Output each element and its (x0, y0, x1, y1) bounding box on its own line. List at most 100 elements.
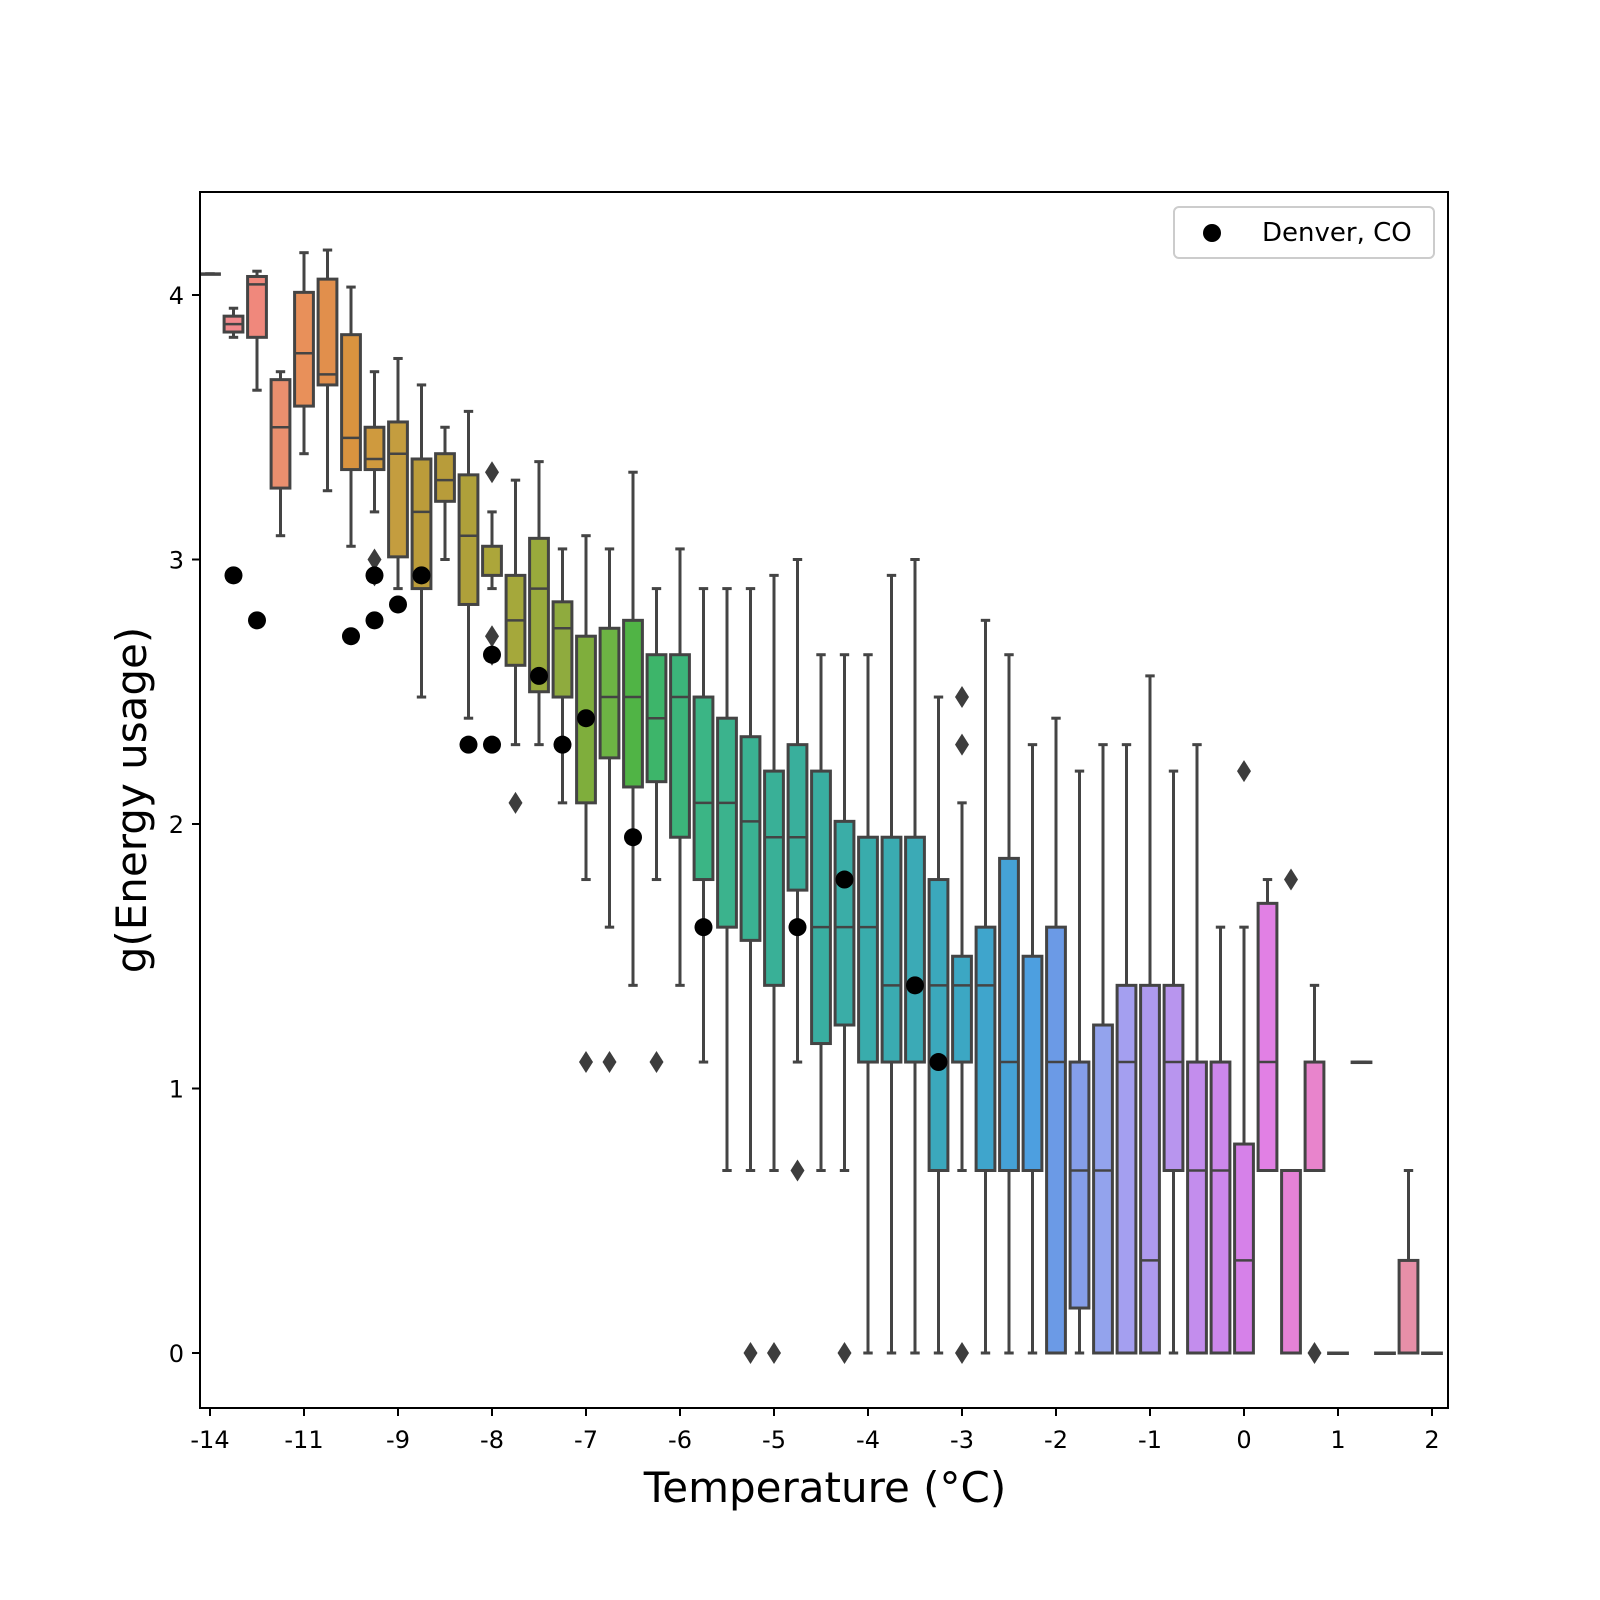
box-19 (645, 587, 668, 882)
denver-point-14 (694, 918, 713, 937)
box-body (857, 835, 879, 1064)
box-20 (669, 547, 691, 987)
box-49 (1350, 1060, 1373, 1065)
box-47 (1303, 983, 1326, 1172)
y-tick-label-0: 0 (169, 1340, 184, 1368)
box-body (833, 819, 856, 1027)
x-tick-label-10: -1 (1138, 1426, 1162, 1454)
box-body (1256, 901, 1279, 1172)
box-23 (739, 587, 762, 1172)
box-7 (363, 370, 386, 514)
box-30 (904, 558, 926, 1355)
box-39 (1115, 743, 1138, 1355)
box-body (1021, 954, 1044, 1172)
box-44 (1233, 925, 1255, 1355)
box-45 (1256, 878, 1279, 1172)
outlier-8 (649, 1051, 664, 1074)
outlier-11 (790, 1159, 805, 1182)
box-29 (880, 573, 903, 1355)
box-35 (1021, 743, 1044, 1355)
box-12 (481, 510, 503, 591)
box-37 (1068, 769, 1091, 1355)
box-28 (857, 653, 879, 1355)
box-8 (387, 356, 409, 591)
x-tick-label-3: -8 (480, 1426, 504, 1454)
box-body (1186, 1060, 1208, 1355)
box-17 (598, 547, 621, 929)
box-body (316, 277, 339, 387)
box-body (951, 954, 973, 1064)
plot-frame (199, 191, 1449, 1409)
legend-marker (1203, 224, 1221, 242)
box-6 (340, 285, 362, 548)
box-body (387, 420, 409, 559)
box-body (1068, 1060, 1091, 1310)
denver-point-18 (929, 1053, 948, 1072)
box-body (1045, 925, 1067, 1355)
box-3 (269, 370, 292, 538)
box-body (434, 452, 456, 503)
x-tick-label-11: 0 (1236, 1426, 1251, 1454)
box-body (763, 769, 785, 987)
box-0 (199, 272, 221, 276)
denver-point-6 (412, 566, 431, 585)
box-body (481, 544, 503, 577)
x-tick-label-12: 1 (1330, 1426, 1345, 1454)
box-52 (1421, 1351, 1443, 1355)
box-25 (786, 558, 809, 1064)
box-22 (716, 587, 738, 1172)
box-34 (998, 653, 1020, 1355)
box-body (551, 600, 574, 699)
box-body (880, 835, 903, 1064)
box-38 (1092, 743, 1114, 1355)
box-46 (1280, 1168, 1302, 1355)
box-body (457, 473, 480, 606)
x-tick-label-4: -7 (574, 1426, 598, 1454)
denver-point-1 (248, 611, 266, 630)
legend: Denver, CO (1173, 206, 1435, 259)
denver-point-5 (389, 595, 407, 614)
box-body (410, 457, 433, 591)
box-body (904, 835, 926, 1064)
outlier-9 (743, 1342, 758, 1364)
box-18 (622, 470, 644, 987)
x-tick-label-1: -11 (284, 1426, 323, 1454)
outlier-17 (1284, 868, 1298, 891)
box-14 (528, 460, 550, 747)
box-body (1397, 1258, 1420, 1355)
box-body (739, 735, 762, 942)
box-11 (457, 409, 480, 720)
outlier-6 (579, 1051, 593, 1074)
box-4 (293, 251, 315, 456)
box-body (528, 536, 550, 694)
x-tick-label-9: -2 (1044, 1426, 1068, 1454)
outlier-15 (955, 1342, 969, 1364)
denver-point-4 (365, 566, 384, 585)
legend-frame (1173, 206, 1435, 259)
y-tick-label-1: 1 (169, 1076, 184, 1104)
box-48 (1327, 1351, 1349, 1355)
denver-point-17 (906, 976, 924, 995)
box-body (1139, 983, 1161, 1355)
y-tick-label-4: 4 (169, 282, 184, 310)
outlier-3 (485, 625, 499, 648)
box-body (1303, 1060, 1326, 1172)
box-15 (551, 547, 574, 805)
box-body (998, 856, 1020, 1172)
x-tick-label-6: -5 (762, 1426, 786, 1454)
box-10 (434, 425, 456, 561)
x-tick-label-2: -9 (386, 1426, 410, 1454)
box-body (246, 274, 268, 339)
box-body (1280, 1168, 1302, 1355)
outlier-10 (767, 1342, 781, 1364)
outlier-5 (508, 791, 523, 814)
x-tick-label-5: -6 (668, 1426, 692, 1454)
denver-point-3 (365, 611, 384, 630)
box-40 (1139, 674, 1161, 1355)
box-body (363, 425, 386, 472)
box-50 (1374, 1351, 1396, 1355)
box-32 (951, 801, 973, 1172)
box-body (716, 716, 738, 929)
x-tick-label-0: -14 (190, 1426, 229, 1454)
